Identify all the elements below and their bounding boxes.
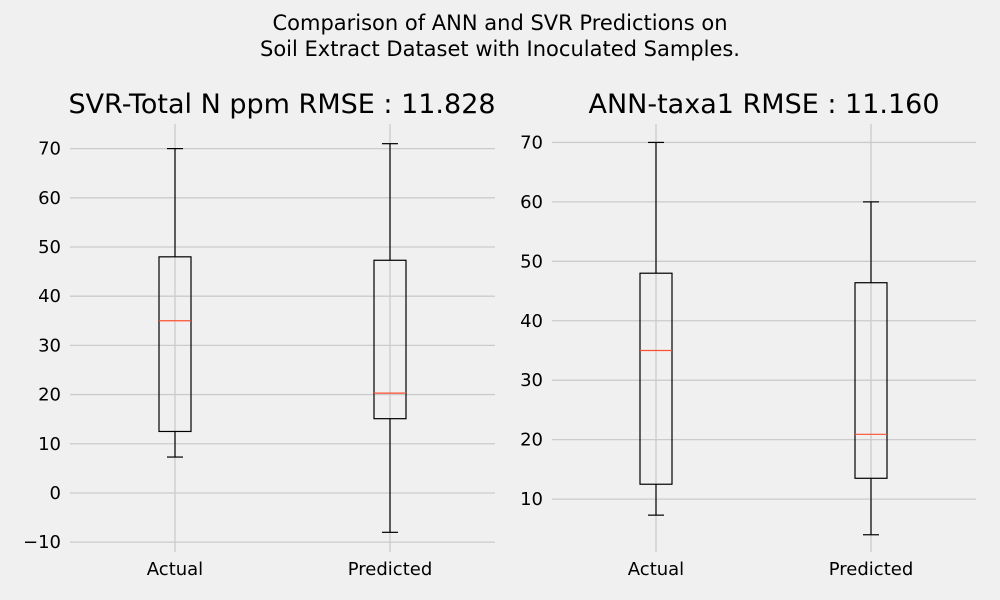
- y-tick-label: 70: [520, 132, 543, 153]
- box-iqr: [639, 272, 673, 485]
- x-tick-label: Actual: [147, 559, 203, 580]
- x-tick-label: Predicted: [348, 559, 433, 580]
- y-tick-label: 0: [50, 483, 61, 504]
- y-tick-label: 60: [38, 188, 61, 209]
- y-tick-label: 50: [520, 251, 543, 272]
- y-tick-label: 60: [520, 192, 543, 213]
- x-tick-label: Predicted: [829, 559, 914, 580]
- y-tick-label: 70: [38, 139, 61, 160]
- y-tick-label: 10: [38, 434, 61, 455]
- y-tick-label: −10: [23, 532, 61, 553]
- x-tick-label: Actual: [628, 559, 684, 580]
- box-iqr: [158, 256, 192, 433]
- panel-title: SVR-Total N ppm RMSE : 11.828: [68, 89, 495, 120]
- y-tick-label: 20: [38, 385, 61, 406]
- box-iqr: [854, 282, 888, 479]
- y-tick-label: 40: [38, 286, 61, 307]
- y-tick-label: 50: [38, 237, 61, 258]
- y-tick-label: 30: [38, 335, 61, 356]
- panel-title: ANN-taxa1 RMSE : 11.160: [588, 89, 939, 120]
- y-tick-label: 30: [520, 370, 543, 391]
- y-tick-label: 20: [520, 430, 543, 451]
- box-iqr: [373, 259, 407, 420]
- figure-title: Comparison of ANN and SVR Predictions on…: [0, 10, 1000, 62]
- y-tick-label: 10: [520, 489, 543, 510]
- y-tick-label: 40: [520, 311, 543, 332]
- figure-title-line-1: Comparison of ANN and SVR Predictions on: [272, 11, 728, 35]
- figure-title-line-2: Soil Extract Dataset with Inoculated Sam…: [260, 37, 740, 61]
